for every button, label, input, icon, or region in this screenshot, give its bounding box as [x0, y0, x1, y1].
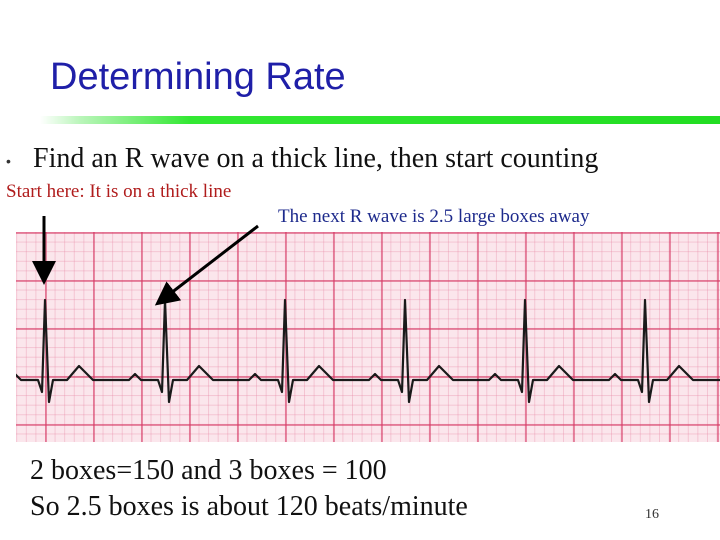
- ecg-waveform: [16, 298, 720, 404]
- ecg-trace: [16, 298, 720, 404]
- calc-line-1: 2 boxes=150 and 3 boxes = 100: [30, 455, 387, 486]
- calc-line-2: So 2.5 boxes is about 120 beats/minute: [30, 491, 468, 522]
- page-number: 16: [645, 507, 659, 522]
- bullet-icon: •: [6, 153, 11, 169]
- bullet-text: Find an R wave on a thick line, then sta…: [33, 143, 599, 174]
- title-underline-bar: [40, 116, 720, 124]
- ecg-strip: [16, 232, 720, 442]
- rate-calculation: 2 boxes=150 and 3 boxes = 100 So 2.5 box…: [30, 453, 468, 525]
- start-here-annotation: Start here: It is on a thick line: [6, 181, 232, 202]
- next-r-wave-annotation: The next R wave is 2.5 large boxes away: [278, 206, 590, 227]
- slide-title: Determining Rate: [50, 56, 346, 98]
